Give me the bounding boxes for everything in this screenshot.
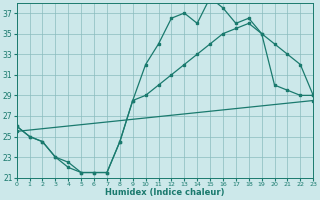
- X-axis label: Humidex (Indice chaleur): Humidex (Indice chaleur): [105, 188, 225, 197]
